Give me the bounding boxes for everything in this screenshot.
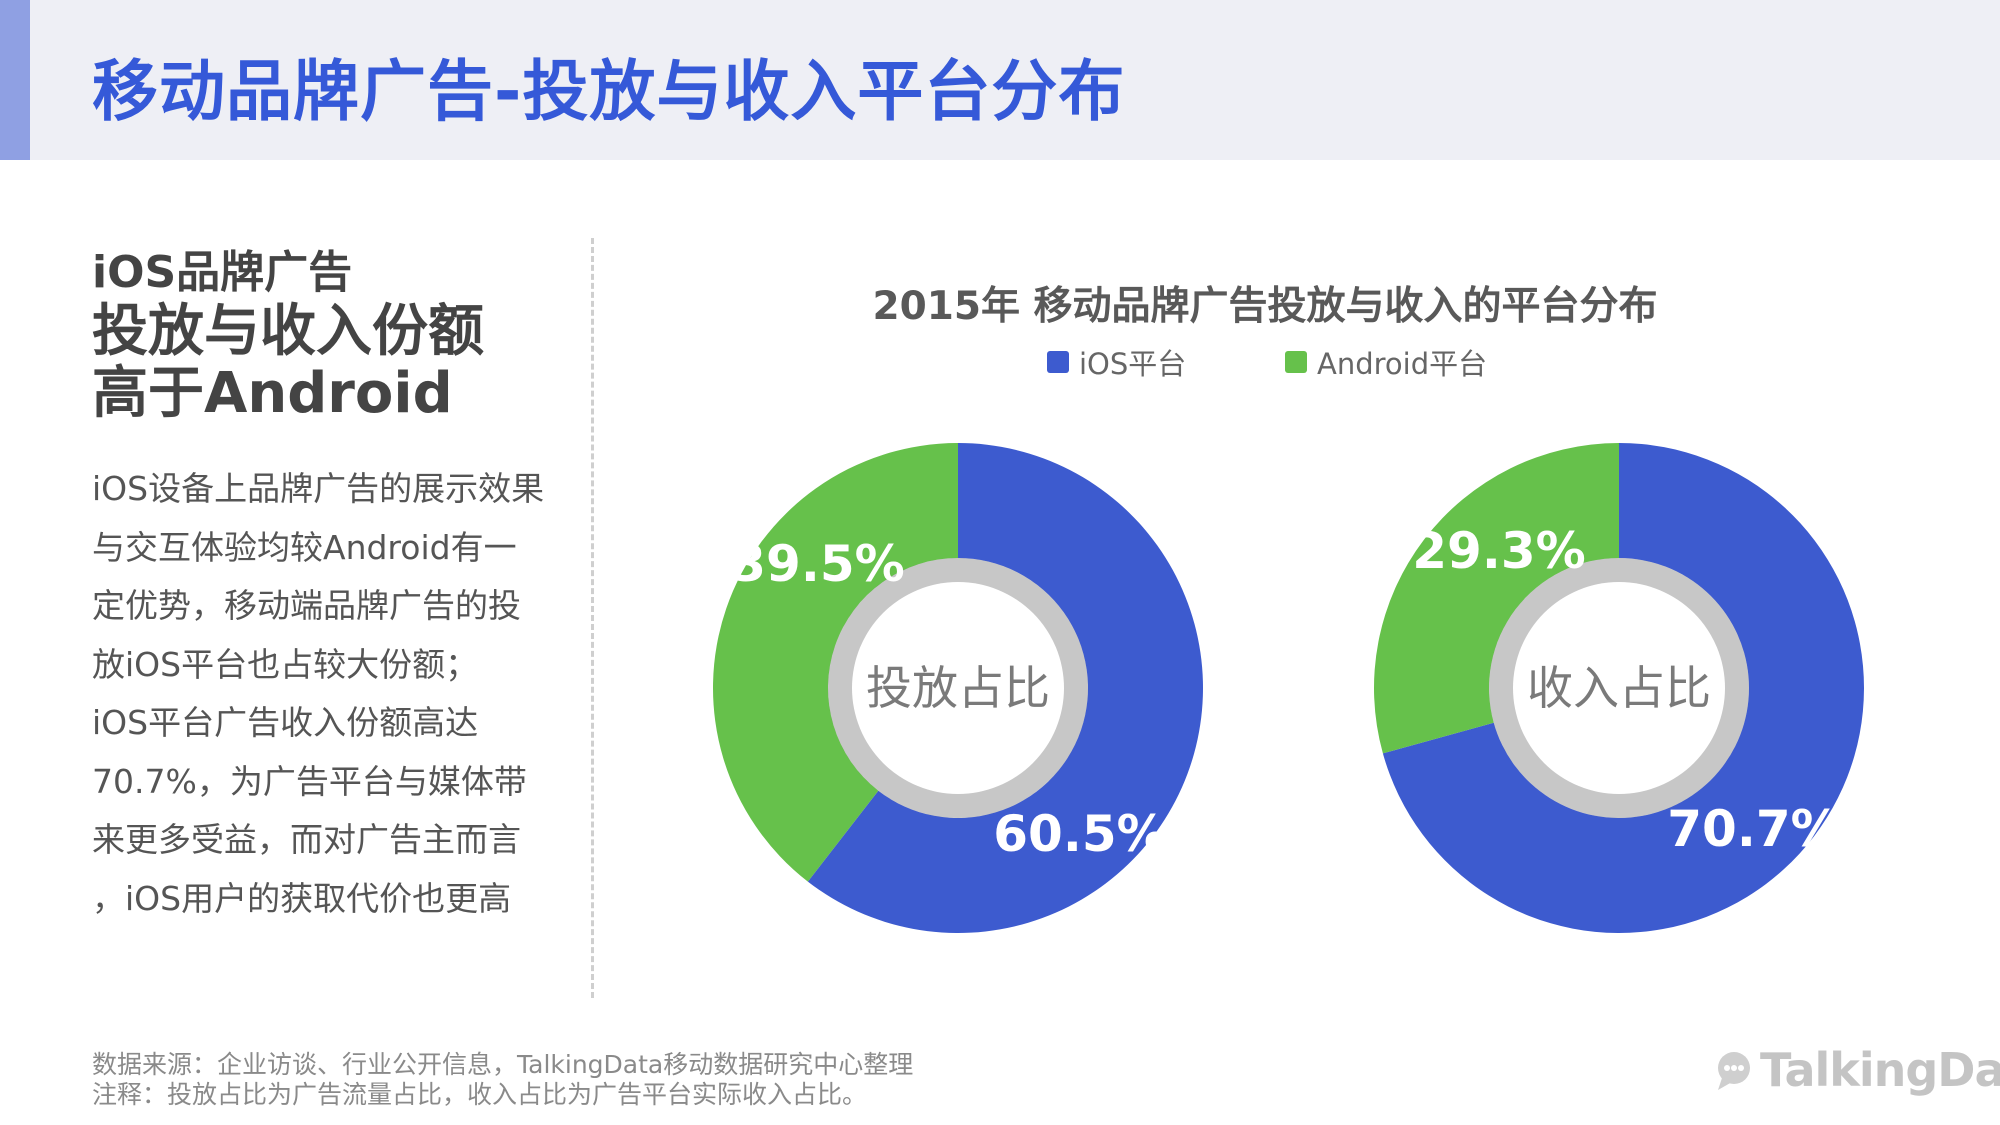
header-accent (0, 0, 30, 160)
legend-label-android: Android平台 (1317, 347, 1488, 381)
legend-swatch-ios (1047, 351, 1069, 373)
body-line: ，iOS用户的获取代价也更高 (92, 878, 512, 918)
left-heading: iOS品牌广告 投放与收入份额 高于Android (92, 245, 592, 425)
chart-title: 2015年 移动品牌广告投放与收入的平台分布 (872, 284, 1658, 329)
talkingdata-logo: TalkingData (1712, 1043, 2000, 1097)
donut-slice-ios (807, 443, 1203, 933)
left-heading-line-1: iOS品牌广告 (92, 247, 353, 298)
vertical-divider (591, 238, 594, 998)
donut-slice-android (1373, 443, 1619, 754)
data-label-ios: 60.5% (993, 805, 1166, 863)
body-line: 70.7%，为广告平台与媒体带 (92, 761, 527, 801)
donut-hole (1513, 582, 1725, 794)
donut-hole (852, 582, 1064, 794)
body-line: 来更多受益，而对广告主而言 (92, 820, 521, 859)
body-line: 与交互体验均较Android有一 (92, 527, 517, 567)
donut-center-label: 收入占比 (1527, 661, 1711, 715)
legend-item-android: Android平台 (1285, 344, 1488, 381)
body-line: 定优势，移动端品牌广告的投 (92, 586, 521, 625)
legend-swatch-android (1285, 351, 1307, 373)
chat-bubble-logo-icon (1718, 1052, 1750, 1090)
logo-text: TalkingData (1760, 1043, 2000, 1097)
body-line: 放iOS平台也占较大份额； (92, 644, 479, 684)
donut-inner-ring (1489, 558, 1749, 818)
body-line: iOS平台广告收入份额高达 (92, 703, 479, 742)
donut-slice-ios (1382, 443, 1864, 933)
left-heading-line-3: 高于Android (92, 361, 453, 426)
data-label-android: 29.3% (1412, 522, 1585, 580)
data-label-android: 39.5% (731, 535, 904, 593)
left-heading-line-2: 投放与收入份额 (92, 299, 484, 364)
source-note: 数据来源：企业访谈、行业公开信息，TalkingData移动数据研究中心整理 (92, 1050, 914, 1079)
annotation-note: 注释：投放占比为广告流量占比，收入占比为广告平台实际收入占比。 (92, 1080, 868, 1109)
data-label-ios: 70.7% (1667, 800, 1840, 858)
body-line: iOS设备上品牌广告的展示效果 (92, 469, 545, 508)
donut-inner-ring (828, 558, 1088, 818)
header-bar (0, 0, 2000, 160)
legend-item-ios: iOS平台 (1047, 344, 1187, 381)
footer-notes: 数据来源：企业访谈、行业公开信息，TalkingData移动数据研究中心整理 注… (92, 1050, 913, 1110)
left-body-text: iOS设备上品牌广告的展示效果 与交互体验均较Android有一 定优势，移动端… (92, 460, 562, 928)
donut-slice-android (712, 443, 958, 882)
page-title: 移动品牌广告-投放与收入平台分布 (92, 53, 1126, 130)
donut-center-label: 投放占比 (866, 661, 1050, 715)
legend-label-ios: iOS平台 (1079, 347, 1187, 381)
